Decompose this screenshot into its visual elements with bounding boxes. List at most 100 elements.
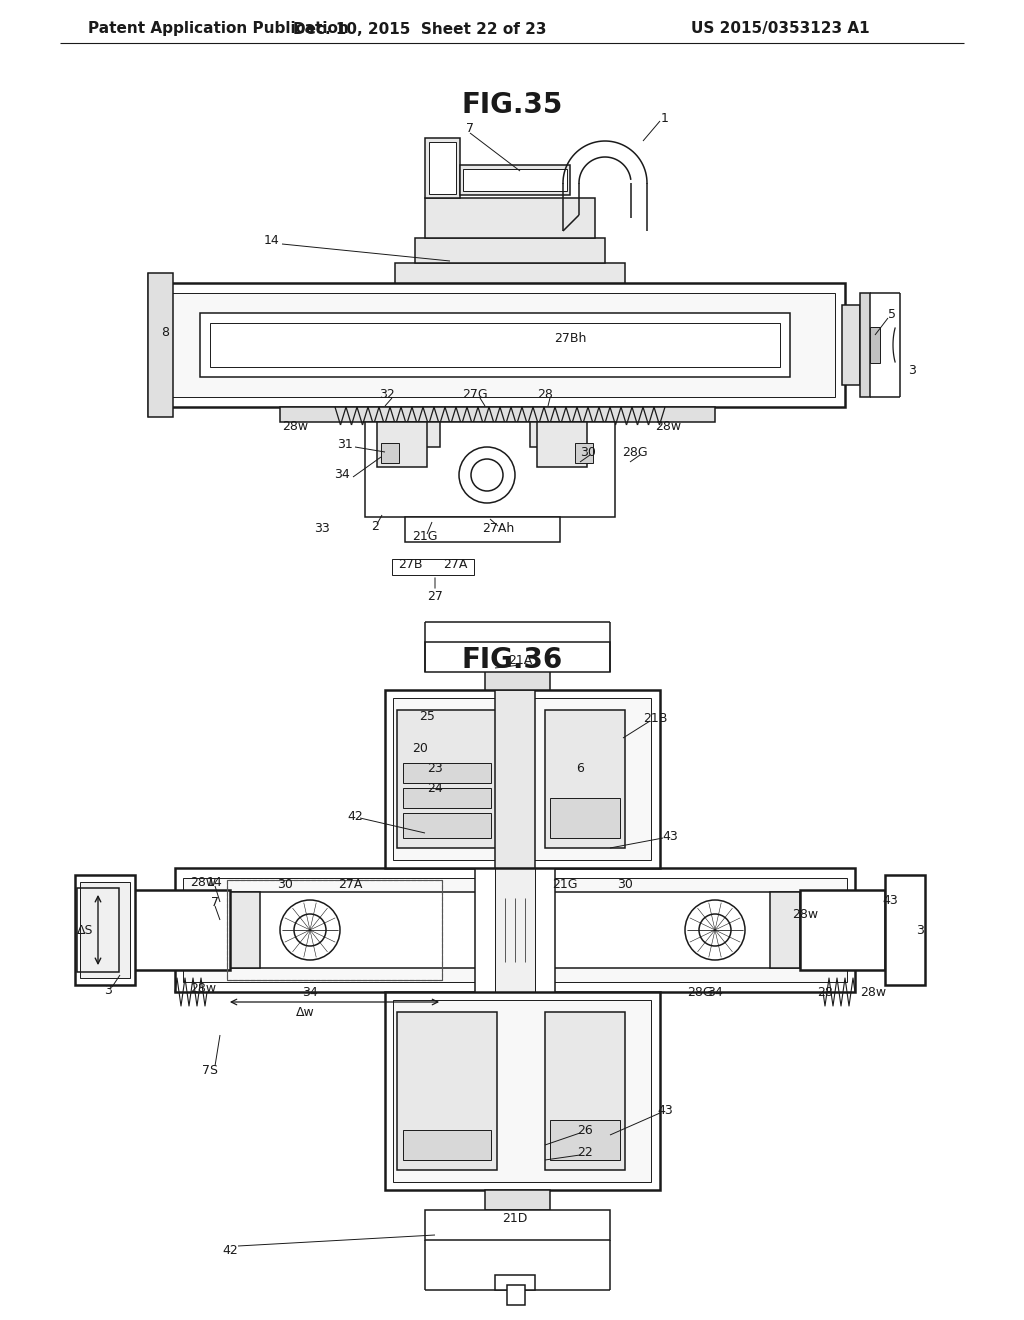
Text: 7S: 7S (202, 1064, 218, 1077)
Text: Δw: Δw (296, 1006, 314, 1019)
Text: 30: 30 (617, 878, 633, 891)
Text: FIG.36: FIG.36 (462, 645, 562, 675)
Bar (425, 139, 460, 198)
Text: 43: 43 (882, 894, 898, 907)
Bar (377, 422, 427, 467)
Bar (429, 143, 456, 194)
Text: 28: 28 (537, 388, 553, 401)
Text: 20: 20 (412, 742, 428, 755)
Bar (495, 1275, 535, 1290)
Text: 42: 42 (222, 1243, 238, 1257)
Bar (395, 263, 625, 282)
Bar (175, 869, 855, 993)
Text: 33: 33 (314, 523, 330, 536)
Bar (403, 788, 490, 808)
Bar (380, 422, 440, 447)
Bar (485, 671, 550, 690)
Bar (230, 892, 800, 968)
Bar (545, 1012, 625, 1170)
Text: 25: 25 (419, 710, 435, 722)
Bar (800, 890, 885, 970)
Text: 7: 7 (466, 121, 474, 135)
Text: 34: 34 (708, 986, 723, 998)
Text: 30: 30 (278, 878, 293, 891)
Text: 30: 30 (580, 446, 596, 458)
Text: 27: 27 (427, 590, 443, 603)
Bar (545, 710, 625, 847)
Bar (530, 422, 585, 447)
Circle shape (294, 913, 326, 946)
Bar (403, 1130, 490, 1160)
Text: 43: 43 (663, 829, 678, 842)
Text: 28G: 28G (687, 986, 713, 998)
Circle shape (699, 913, 731, 946)
Bar (460, 165, 570, 195)
Text: US 2015/0353123 A1: US 2015/0353123 A1 (691, 21, 870, 37)
Text: 1: 1 (662, 111, 669, 124)
Bar (183, 878, 847, 982)
Bar (485, 1191, 550, 1210)
Bar (200, 313, 790, 378)
Bar (403, 813, 490, 838)
Bar (885, 875, 925, 985)
Bar (210, 323, 780, 367)
Text: 27Ah: 27Ah (482, 523, 514, 536)
Text: Patent Application Publication: Patent Application Publication (88, 21, 349, 37)
Text: 21A: 21A (508, 653, 532, 667)
Bar (425, 198, 595, 238)
Bar (860, 293, 870, 397)
Text: 27B: 27B (397, 558, 422, 572)
Bar (495, 730, 535, 1130)
Text: 21G: 21G (413, 531, 437, 544)
Text: 28: 28 (817, 986, 833, 998)
Text: 28w: 28w (792, 908, 818, 921)
Bar (280, 407, 715, 422)
Circle shape (685, 900, 745, 960)
Bar (463, 169, 567, 191)
Bar (406, 517, 560, 543)
Bar (392, 558, 474, 576)
Bar (397, 1012, 497, 1170)
Text: 28w: 28w (189, 982, 216, 994)
Bar (393, 698, 651, 861)
Text: 3: 3 (916, 924, 924, 936)
Bar (842, 305, 860, 385)
Bar (385, 690, 660, 869)
Bar (537, 422, 587, 467)
Text: 27Bh: 27Bh (554, 333, 586, 346)
Bar (165, 293, 835, 397)
Text: 5: 5 (888, 309, 896, 322)
Ellipse shape (468, 451, 506, 499)
Bar (393, 1001, 651, 1181)
Polygon shape (148, 273, 155, 417)
Text: 3: 3 (908, 363, 915, 376)
Bar (770, 892, 800, 968)
Bar (227, 880, 442, 979)
Text: ΔS: ΔS (77, 924, 93, 936)
Text: 31: 31 (337, 438, 353, 451)
Text: 21D: 21D (503, 1212, 527, 1225)
Circle shape (280, 900, 340, 960)
Bar (425, 642, 610, 672)
Text: 28G: 28G (623, 446, 648, 458)
Text: 42: 42 (347, 809, 362, 822)
Bar (507, 1284, 525, 1305)
Text: 28w: 28w (860, 986, 886, 998)
Text: 34: 34 (334, 469, 350, 482)
Bar (550, 1119, 620, 1160)
Text: 21G: 21G (552, 878, 578, 891)
Bar (550, 799, 620, 838)
Text: Dec. 10, 2015  Sheet 22 of 23: Dec. 10, 2015 Sheet 22 of 23 (293, 21, 547, 37)
Bar (415, 238, 605, 263)
Text: 27A: 27A (338, 878, 362, 891)
Bar (155, 282, 845, 407)
Bar (365, 422, 615, 517)
Text: 28w: 28w (282, 421, 308, 433)
Bar (230, 892, 260, 968)
Bar (227, 880, 442, 979)
Text: 43: 43 (657, 1104, 673, 1117)
Bar (397, 710, 497, 847)
Text: 27G: 27G (462, 388, 487, 401)
Text: 6: 6 (577, 762, 584, 775)
Text: FIG.35: FIG.35 (462, 91, 562, 119)
